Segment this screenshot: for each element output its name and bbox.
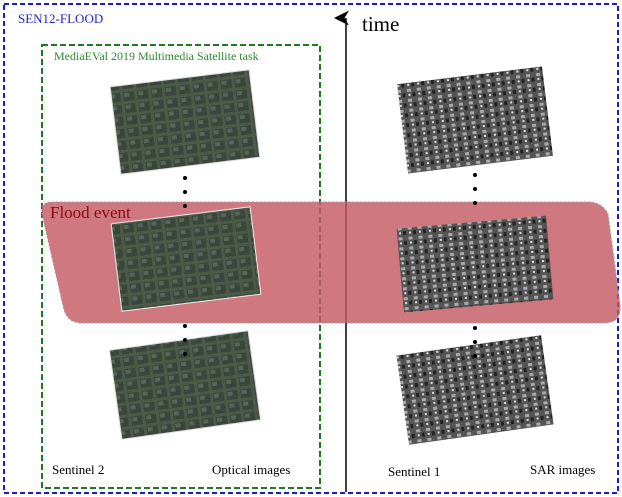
dataset-label: SEN12-FLOOD [18, 11, 103, 26]
task-label: MediaEVal 2019 Multimedia Satellite task [54, 49, 259, 63]
optical-image [109, 69, 261, 175]
right-type: SAR images [530, 462, 595, 477]
left-source: Sentinel 2 [52, 462, 104, 477]
right-source: Sentinel 1 [388, 464, 440, 479]
left-type: Optical images [212, 462, 290, 477]
dataset-frame [3, 3, 619, 494]
sar-images [396, 66, 554, 445]
sar-image [397, 66, 553, 174]
time-label: time [362, 12, 399, 36]
event-label: Flood event [50, 203, 131, 222]
optical-image [108, 330, 262, 440]
ellipsis-dots [183, 173, 477, 358]
optical-images [108, 69, 262, 440]
sar-image [396, 215, 554, 313]
sar-image [396, 335, 554, 445]
optical-image [110, 206, 262, 312]
